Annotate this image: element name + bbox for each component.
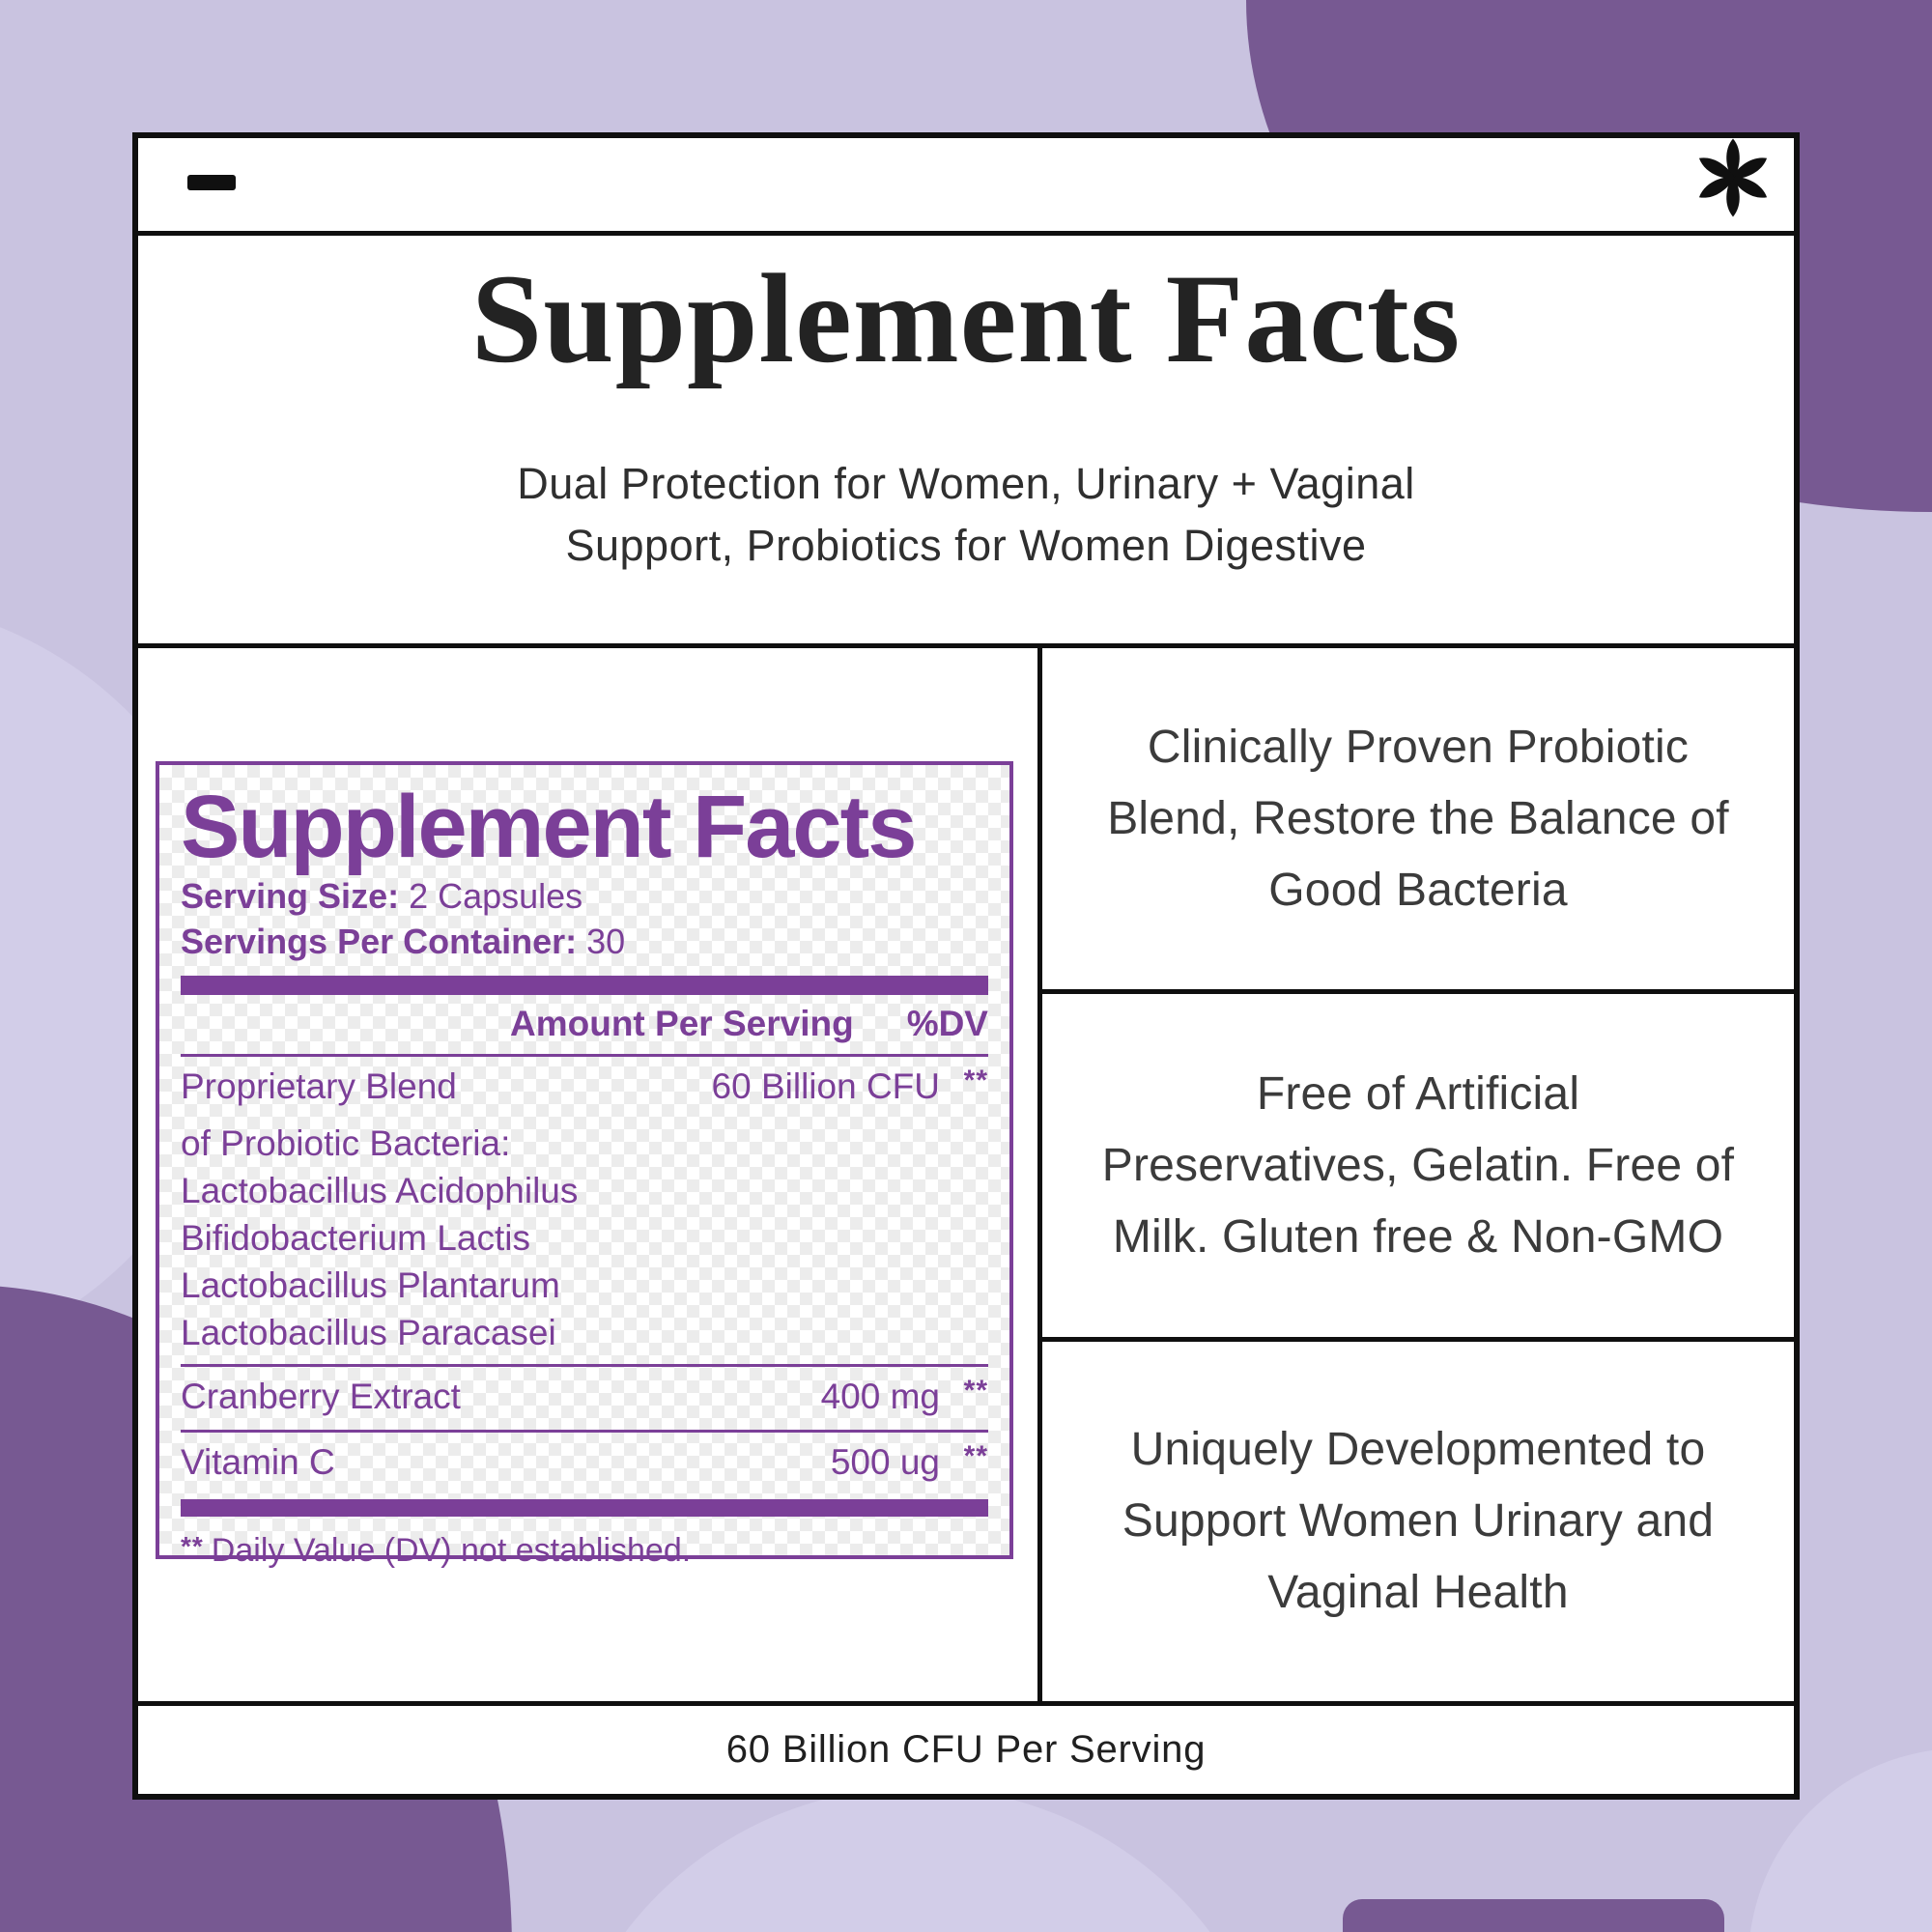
ingredient-name: Vitamin C — [181, 1442, 335, 1482]
ingredient-dv: ** — [963, 1375, 988, 1406]
light-blob-bottom-center — [551, 1787, 1285, 1932]
ingredient-amount: 400 mg — [820, 1377, 940, 1416]
amount-per-serving-header: Amount Per Serving — [510, 1004, 854, 1043]
dv-footnote: ** Daily Value (DV) not established. — [181, 1531, 988, 1570]
blend-line: Lactobacillus Acidophilus — [181, 1171, 579, 1210]
thin-separator — [181, 1430, 988, 1433]
ingredient-name: Proprietary Blend — [181, 1066, 457, 1106]
benefit-line: Good Bacteria — [1268, 864, 1568, 916]
ingredient-row: Vitamin C 500 ug ** — [181, 1433, 988, 1495]
asterisk-icon — [1690, 134, 1776, 221]
thick-separator — [181, 976, 988, 995]
bottom-bar: 60 Billion CFU Per Serving — [138, 1706, 1794, 1794]
blend-line: of Probiotic Bacteria: — [181, 1123, 511, 1163]
card-divider — [1042, 1337, 1794, 1342]
benefit-card: Clinically Proven Probiotic Blend, Resto… — [1042, 648, 1794, 989]
ingredient-amount: 60 Billion CFU — [711, 1066, 940, 1106]
page-title: Supplement Facts — [470, 247, 1462, 389]
bottom-divider — [138, 1701, 1794, 1706]
benefit-line: Vaginal Health — [1267, 1567, 1569, 1618]
blend-line: Bifidobacterium Lactis — [181, 1218, 530, 1258]
benefit-line: Clinically Proven Probiotic — [1147, 721, 1690, 773]
minus-icon — [187, 175, 236, 190]
ingredient-row: Cranberry Extract 400 mg ** — [181, 1367, 988, 1430]
serving-size-value: 2 Capsules — [399, 876, 583, 916]
benefit-card: Uniquely Developmented to Support Women … — [1042, 1342, 1794, 1701]
benefit-line: Blend, Restore the Balance of — [1107, 792, 1729, 844]
ingredient-dv: ** — [963, 1440, 988, 1472]
dark-blob-bottom-tab — [1343, 1899, 1724, 1932]
subtitle-line: Dual Protection for Women, Urinary + Vag… — [517, 459, 1415, 508]
label-heading: Supplement Facts — [181, 778, 917, 876]
ingredient-amount: 500 ug — [830, 1442, 940, 1482]
column-header-row: Amount Per Serving %DV — [181, 995, 988, 1054]
benefit-line: Free of Artificial — [1256, 1067, 1580, 1120]
footnote-text: Daily Value (DV) not established. — [211, 1532, 692, 1569]
blend-line: Lactobacillus Plantarum — [181, 1265, 560, 1305]
benefit-line: Preservatives, Gelatin. Free of — [1101, 1139, 1735, 1191]
main-panel: Supplement Facts Dual Protection for Wom… — [132, 132, 1800, 1800]
bottom-bar-text: 60 Billion CFU Per Serving — [725, 1728, 1207, 1771]
servings-value: 30 — [577, 922, 626, 961]
servings-label: Servings Per Container: — [181, 922, 578, 961]
thin-separator — [181, 1364, 988, 1367]
ingredient-dv: ** — [963, 1065, 988, 1096]
supplement-facts-label: Supplement Facts Serving Size: 2 Capsule… — [156, 761, 1013, 1569]
title-divider — [138, 643, 1794, 648]
page-subtitle: Dual Protection for Women, Urinary + Vag… — [138, 453, 1794, 577]
benefit-line: Uniquely Developmented to — [1130, 1424, 1706, 1475]
benefit-card: Free of Artificial Preservatives, Gelati… — [1042, 994, 1794, 1337]
topbar-divider — [138, 231, 1794, 236]
dv-header: %DV — [906, 1004, 988, 1043]
blend-line: Lactobacillus Paracasei — [181, 1313, 556, 1352]
proprietary-blend-row: Proprietary Blend 60 Billion CFU ** — [181, 1057, 988, 1120]
thin-separator — [181, 1054, 988, 1057]
servings-per-container-row: Servings Per Container: 30 — [181, 919, 988, 964]
serving-size-label: Serving Size: — [181, 876, 400, 916]
card-divider — [1042, 989, 1794, 994]
footnote-marker: ** — [181, 1531, 204, 1561]
ingredient-name: Cranberry Extract — [181, 1377, 461, 1416]
subtitle-line: Support, Probiotics for Women Digestive — [565, 521, 1367, 570]
vertical-divider — [1037, 648, 1042, 1701]
benefit-line: Support Women Urinary and — [1122, 1495, 1715, 1547]
serving-size-row: Serving Size: 2 Capsules — [181, 873, 988, 919]
benefit-line: Milk. Gluten free & Non-GMO — [1112, 1210, 1724, 1263]
thick-separator — [181, 1499, 988, 1517]
